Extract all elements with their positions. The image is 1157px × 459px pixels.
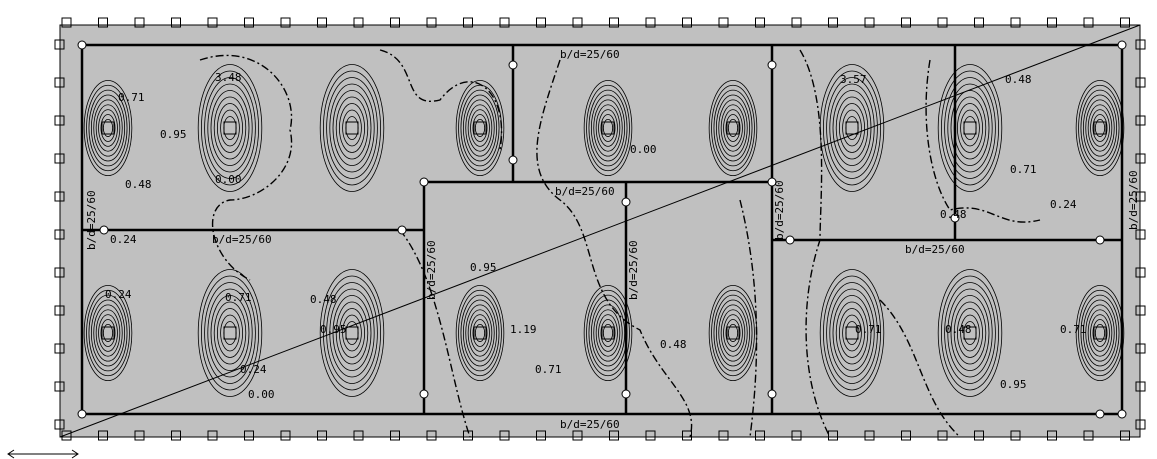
contour-label: 0.48 xyxy=(1005,73,1032,86)
beam-label: b/d=25/60 xyxy=(560,418,620,431)
node xyxy=(398,226,406,234)
contour-label: 3.57 xyxy=(840,73,867,86)
contour-label: 0.71 xyxy=(1060,323,1087,336)
node xyxy=(420,178,428,186)
contour-label: 0.71 xyxy=(118,91,145,104)
node xyxy=(100,226,108,234)
contour-label: 0.95 xyxy=(470,261,497,274)
contour-label: 0.00 xyxy=(215,173,242,186)
contour-label: 0.71 xyxy=(225,291,252,304)
contour-label: 0.48 xyxy=(940,208,967,221)
node xyxy=(1096,236,1104,244)
contour-label: 0.71 xyxy=(855,323,882,336)
node xyxy=(509,61,517,69)
beam-label: b/d=25/60 xyxy=(212,233,272,246)
contour-label: 0.95 xyxy=(160,128,187,141)
contour-label: 1.19 xyxy=(510,323,537,336)
contour-label: 0.24 xyxy=(105,288,132,301)
contour-label: 0.95 xyxy=(320,323,347,336)
slab-contour-plot: b/d=25/60 b/d=25/60 b/d=25/60 b/d=25/60 b/d=… xyxy=(0,0,1157,459)
node xyxy=(509,156,517,164)
node xyxy=(1118,410,1126,418)
contour-label: 0.48 xyxy=(660,338,687,351)
beam-label: b/d=25/60 xyxy=(425,240,438,300)
beam-label: b/d=25/60 xyxy=(773,180,786,240)
contour-label: 0.71 xyxy=(1010,163,1037,176)
contour-label: 0.95 xyxy=(1000,378,1027,391)
node xyxy=(1096,410,1104,418)
scale-arrow xyxy=(8,450,78,458)
contour-label: 0.24 xyxy=(110,233,137,246)
contour-label: 0.48 xyxy=(310,293,337,306)
node xyxy=(768,61,776,69)
beam-label: b/d=25/60 xyxy=(560,48,620,61)
contour-label: 0.48 xyxy=(945,323,972,336)
node xyxy=(622,390,630,398)
node xyxy=(78,41,86,49)
contour-label: 0.00 xyxy=(248,388,275,401)
node xyxy=(786,236,794,244)
beam-label: b/d=25/60 xyxy=(905,243,965,256)
node xyxy=(420,390,428,398)
beam-label: b/d=25/60 xyxy=(85,190,98,250)
node xyxy=(622,198,630,206)
contour-label: 0.48 xyxy=(125,178,152,191)
contour-label: 0.00 xyxy=(630,143,657,156)
beam-label: b/d=25/60 xyxy=(1127,170,1140,230)
contour-label: 3.48 xyxy=(215,71,242,84)
node xyxy=(1118,41,1126,49)
node xyxy=(78,410,86,418)
node xyxy=(768,390,776,398)
contour-label: 0.71 xyxy=(535,363,562,376)
contour-label: 0.24 xyxy=(240,363,267,376)
beam-label: b/d=25/60 xyxy=(555,185,615,198)
beam-label: b/d=25/60 xyxy=(627,240,640,300)
contour-label: 0.24 xyxy=(1050,198,1077,211)
